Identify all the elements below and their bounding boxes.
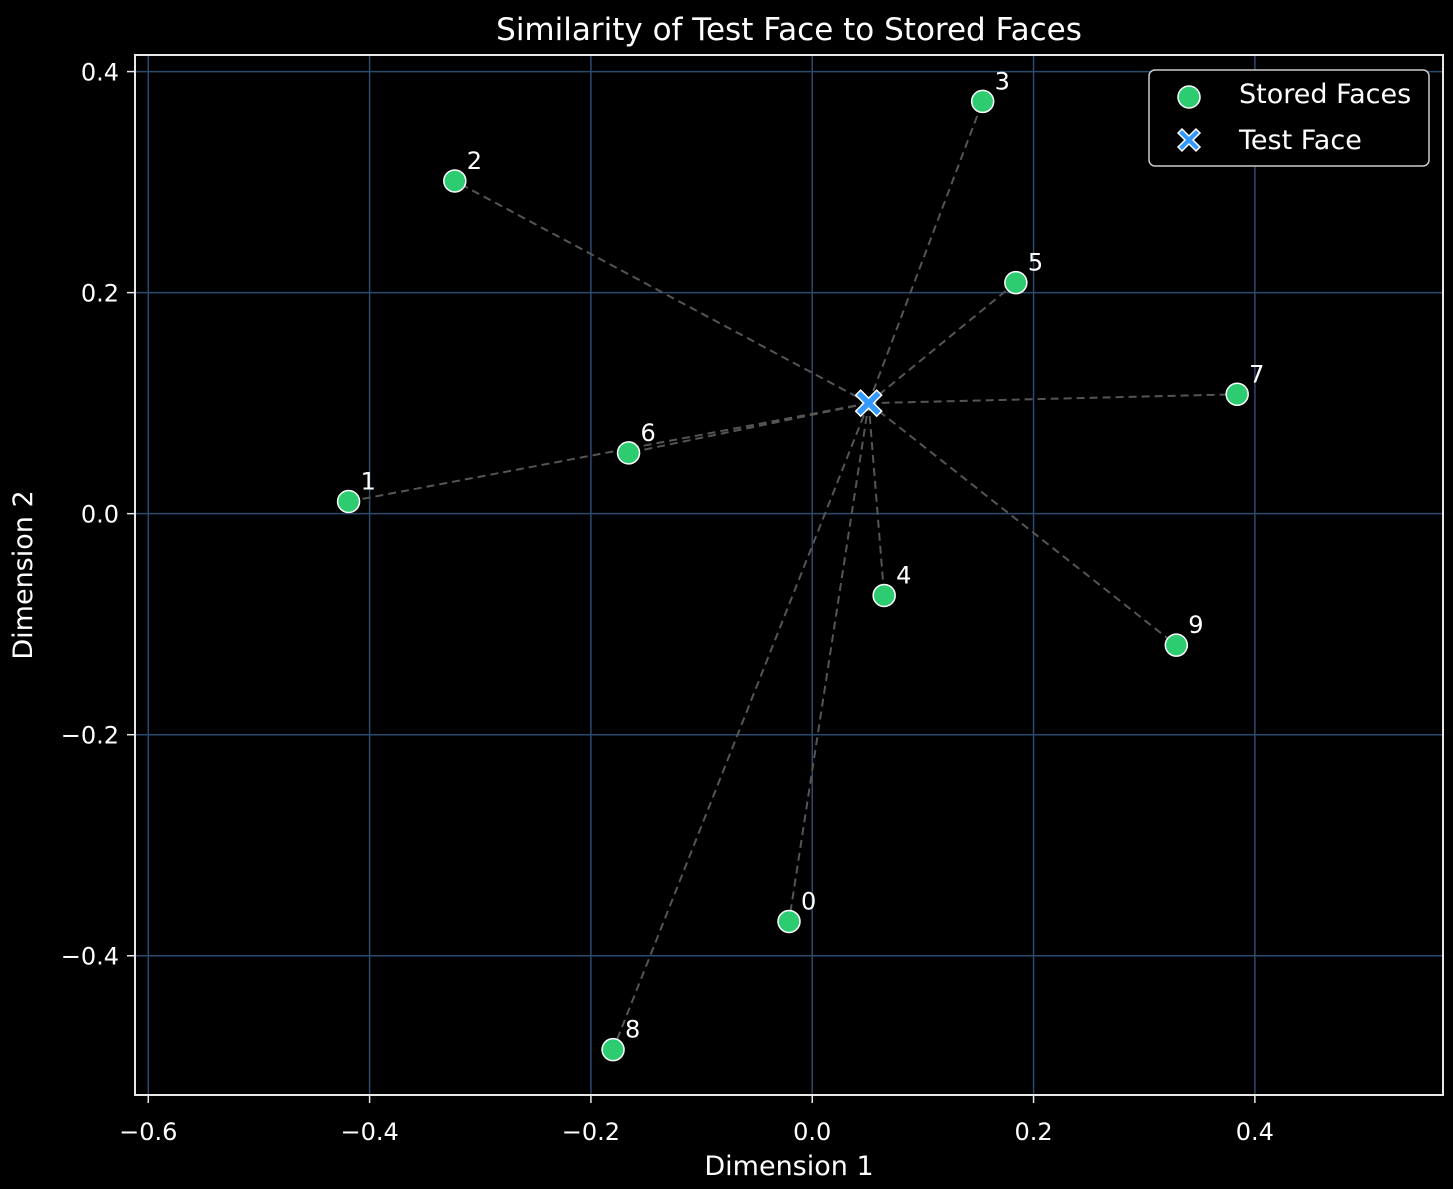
stored-face-point-8 <box>601 1037 625 1062</box>
stored-face-point-4 <box>872 583 896 608</box>
x-axis-label: Dimension 1 <box>704 1151 873 1182</box>
data-points: 0 1 2 3 4 5 6 7 8 9 <box>336 67 1264 1062</box>
stored-face-point-3 <box>970 89 995 114</box>
connector-line-4 <box>867 403 886 596</box>
connector-line-9 <box>868 402 1177 646</box>
stored-face-label-9: 9 <box>1188 611 1203 639</box>
connector-line-1 <box>348 402 869 503</box>
legend-stored-faces-marker <box>1177 85 1201 109</box>
stored-face-point-7 <box>1225 382 1249 407</box>
legend-test-face-label: Test Face <box>1238 125 1362 156</box>
y-tick-label: 0.4 <box>81 59 119 87</box>
y-tick-label: 0.0 <box>81 501 119 529</box>
y-ticks: −0.4 −0.2 0.0 0.2 0.4 <box>61 59 135 971</box>
legend-test-face-marker <box>1176 127 1202 153</box>
connector-line-6 <box>628 402 869 454</box>
stored-face-point-0 <box>777 909 801 934</box>
stored-face-point-6 <box>616 441 641 465</box>
grid-lines <box>135 55 1443 1095</box>
y-tick-label: 0.2 <box>81 280 119 308</box>
stored-face-point-5 <box>1004 270 1028 295</box>
legend-box <box>1148 69 1430 167</box>
stored-face-label-8: 8 <box>625 1016 640 1044</box>
x-tick-label: 0.0 <box>793 1118 831 1146</box>
connector-line-5 <box>868 281 1017 404</box>
stored-face-point-9 <box>1164 633 1189 657</box>
y-tick-label: −0.2 <box>61 722 119 750</box>
stored-face-label-3: 3 <box>995 67 1010 95</box>
test-face-point <box>854 389 883 418</box>
connector-line-8 <box>612 402 870 1051</box>
stored-face-label-7: 7 <box>1249 360 1264 388</box>
connector-line-2 <box>454 180 870 405</box>
stored-face-label-6: 6 <box>641 419 656 447</box>
stored-face-point-1 <box>336 489 361 514</box>
connector-line-7 <box>868 393 1238 405</box>
x-tick-label: −0.4 <box>340 1118 398 1146</box>
connector-lines <box>348 101 1238 1051</box>
x-tick-label: 0.2 <box>1014 1118 1052 1146</box>
stored-face-point-2 <box>443 169 467 193</box>
y-axis-label: Dimension 2 <box>8 490 39 659</box>
stored-face-label-5: 5 <box>1028 249 1043 277</box>
axes-frame <box>134 54 1444 1096</box>
x-tick-label: −0.6 <box>119 1118 177 1146</box>
stored-face-label-4: 4 <box>896 561 911 589</box>
stored-face-label-0: 0 <box>801 887 816 915</box>
connector-line-3 <box>867 101 984 404</box>
x-tick-label: 0.4 <box>1236 1118 1274 1146</box>
y-tick-label: −0.4 <box>61 943 119 971</box>
stored-face-label-1: 1 <box>361 468 376 496</box>
connector-line-0 <box>788 402 870 922</box>
legend-stored-faces-label: Stored Faces <box>1239 79 1411 110</box>
chart-title: Similarity of Test Face to Stored Faces <box>496 12 1082 48</box>
x-tick-label: −0.2 <box>562 1118 620 1146</box>
x-ticks: −0.6 −0.4 −0.2 0.0 0.2 0.4 <box>119 1095 1274 1146</box>
stored-face-label-2: 2 <box>467 147 482 175</box>
legend: Stored Faces Test Face <box>1148 69 1430 167</box>
